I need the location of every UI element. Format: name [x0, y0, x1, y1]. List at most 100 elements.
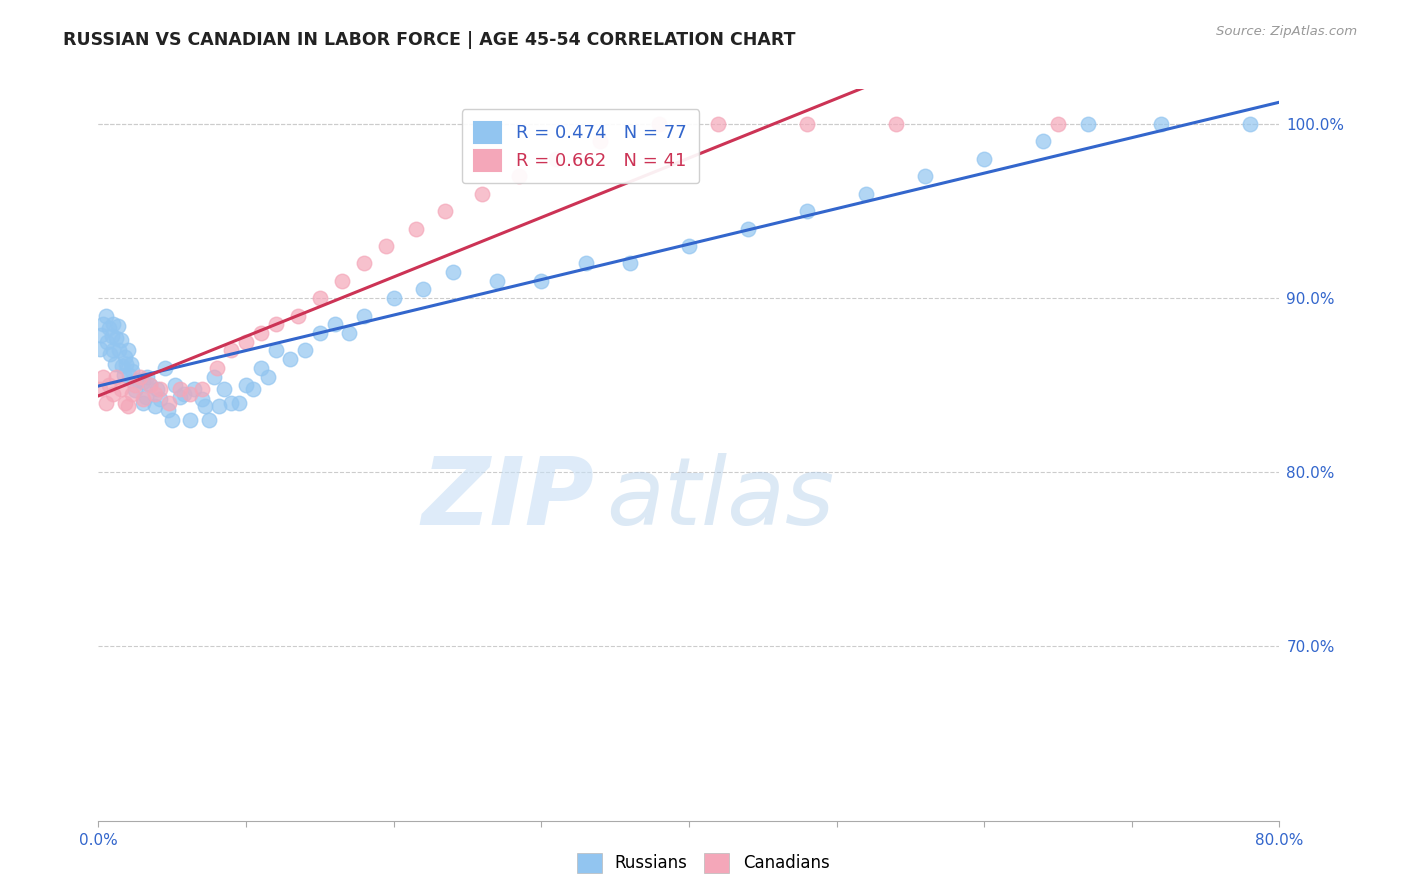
Text: atlas: atlas: [606, 453, 835, 544]
Point: [169, 382, 191, 396]
Point: [212, 382, 235, 396]
Point: [375, 239, 398, 253]
Point: [114, 351, 136, 365]
Point: [221, 343, 243, 358]
Point: [309, 326, 332, 340]
Point: [169, 391, 191, 405]
Point: [235, 378, 257, 392]
Point: [107, 319, 129, 334]
Point: [143, 399, 166, 413]
Point: [287, 309, 309, 323]
Point: [105, 331, 128, 345]
Point: [441, 265, 464, 279]
Point: [257, 369, 280, 384]
Point: [132, 395, 155, 409]
Point: [191, 382, 214, 396]
Point: [353, 256, 375, 270]
Point: [157, 395, 180, 409]
Point: [146, 382, 169, 396]
Point: [100, 329, 122, 343]
Point: [405, 221, 427, 235]
Point: [202, 369, 225, 384]
Point: [194, 399, 217, 413]
Point: [120, 357, 142, 371]
Point: [508, 169, 530, 184]
Point: [179, 387, 201, 401]
Point: [1150, 117, 1173, 131]
Point: [149, 392, 172, 407]
Point: [589, 135, 612, 149]
Point: [114, 395, 136, 409]
Point: [124, 378, 146, 392]
Point: [530, 274, 553, 288]
Point: [434, 204, 457, 219]
Point: [136, 369, 159, 384]
Point: [117, 343, 139, 358]
Point: [105, 369, 128, 384]
Point: [250, 326, 273, 340]
Point: [382, 291, 405, 305]
Point: [156, 402, 179, 417]
Point: [1239, 117, 1261, 131]
Point: [471, 186, 494, 201]
Point: [179, 413, 201, 427]
Point: [575, 256, 598, 270]
Text: Source: ZipAtlas.com: Source: ZipAtlas.com: [1216, 25, 1357, 38]
Point: [546, 152, 568, 166]
Point: [208, 399, 231, 413]
Point: [280, 352, 302, 367]
Point: [235, 334, 257, 349]
Point: [108, 343, 131, 358]
Point: [191, 392, 214, 407]
Point: [412, 283, 434, 297]
Point: [294, 343, 316, 358]
Point: [339, 326, 361, 340]
Point: [678, 239, 700, 253]
Point: [110, 333, 132, 347]
Point: [103, 343, 125, 358]
Point: [153, 360, 176, 375]
Point: [648, 117, 671, 131]
Point: [1032, 135, 1054, 149]
Point: [98, 347, 121, 361]
Point: [198, 413, 221, 427]
Point: [135, 391, 157, 405]
Point: [90, 327, 112, 342]
Point: [127, 373, 149, 387]
Point: [330, 274, 353, 288]
Legend: R = 0.474   N = 77, R = 0.662   N = 41: R = 0.474 N = 77, R = 0.662 N = 41: [461, 109, 699, 184]
Point: [796, 117, 818, 131]
Point: [309, 291, 332, 305]
Point: [139, 378, 162, 392]
Point: [89, 382, 111, 396]
Point: [264, 318, 287, 332]
Point: [132, 375, 155, 389]
Point: [112, 368, 135, 382]
Point: [103, 318, 125, 332]
Point: [94, 395, 117, 409]
Point: [228, 395, 250, 409]
Point: [91, 318, 114, 332]
Legend: Russians, Canadians: Russians, Canadians: [569, 847, 837, 880]
Point: [91, 369, 114, 384]
Point: [124, 384, 146, 398]
Point: [183, 382, 205, 396]
Point: [855, 186, 877, 201]
Point: [139, 378, 162, 392]
Point: [796, 204, 818, 219]
Point: [486, 274, 509, 288]
Point: [118, 368, 141, 382]
Point: [97, 378, 120, 392]
Point: [619, 256, 641, 270]
Point: [1077, 117, 1099, 131]
Point: [221, 395, 243, 409]
Point: [89, 342, 111, 356]
Point: [96, 334, 118, 349]
Point: [914, 169, 936, 184]
Point: [143, 387, 166, 401]
Point: [103, 387, 125, 401]
Point: [128, 369, 150, 384]
Text: ZIP: ZIP: [422, 453, 595, 545]
Point: [242, 382, 264, 396]
Point: [110, 382, 132, 396]
